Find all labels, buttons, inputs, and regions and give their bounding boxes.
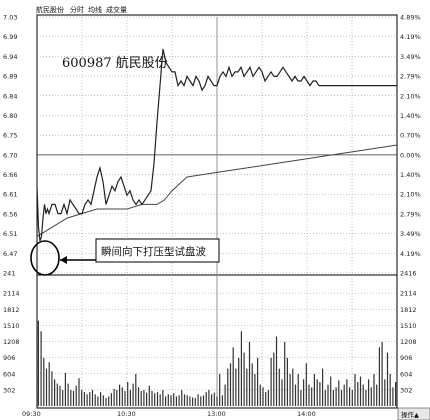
tab-volume[interactable]: 成交量: [106, 5, 127, 14]
y-tick-right: 0.00%: [400, 151, 421, 159]
volume-tick-left: 1812: [3, 306, 20, 314]
y-tick-left: 6.80: [3, 112, 17, 120]
arrow-head-icon: [60, 256, 67, 264]
y-tick-right: 1.40%: [400, 171, 421, 179]
y-tick-left: 6.84: [3, 92, 17, 100]
y-tick-right: 2.10%: [400, 191, 421, 199]
x-tick: 14:00: [297, 410, 316, 418]
y-tick-left: 6.75: [3, 132, 17, 140]
volume-tick-right: 1208: [400, 338, 417, 346]
x-tick-labels: 09:30 10:30 13:00 14:00: [22, 410, 316, 418]
volume-tick-right: 1812: [400, 306, 417, 314]
y-tick-left: 241: [3, 270, 15, 278]
y-tick-left: 6.51: [3, 230, 17, 238]
x-tick: 09:30: [22, 410, 41, 418]
annotation-box: [95, 238, 220, 263]
y-tick-left: 7.03: [3, 14, 17, 22]
tab-average[interactable]: 均线: [88, 5, 102, 14]
annotation-text: 瞬间向下打压型试盘波: [101, 245, 206, 258]
x-tick: 13:00: [207, 410, 226, 418]
y-tick-left: 6.70: [3, 151, 17, 159]
y-tick-right: 4.89%: [400, 14, 421, 22]
y-tick-right: 4.19%: [400, 33, 421, 41]
volume-tick-left: 302: [3, 386, 15, 394]
volume-tick-right: 604: [400, 370, 412, 378]
volume-tick-right: 2114: [400, 290, 417, 298]
y-tick-right: 3.49%: [400, 230, 421, 238]
y-tick-right: 3.49%: [400, 53, 421, 61]
stock-label: 600987 航民股份: [62, 55, 168, 71]
y-tick-left: 6.56: [3, 210, 17, 218]
volume-tick-left: 604: [3, 370, 15, 378]
y-tick-left: 6.94: [3, 53, 17, 61]
tab-timeshare[interactable]: 分时: [70, 5, 84, 14]
y-tick-right: 1.40%: [400, 112, 421, 120]
volume-tick-right: 906: [400, 354, 412, 362]
y-tick-right: 0.70%: [400, 132, 421, 140]
y-tick-left: 6.61: [3, 191, 17, 199]
price-line: [36, 48, 397, 242]
volume-tick-left: 1510: [3, 322, 20, 330]
y-tick-left: 6.99: [3, 33, 17, 41]
y-tick-labels: 7.03 4.89% 6.99 4.19% 6.94 3.49% 6.89 2.79% 6.84…: [3, 14, 421, 395]
y-tick-left: 6.47: [3, 250, 17, 258]
volume-tick-left: 906: [3, 354, 15, 362]
volume-tick-right: 1510: [400, 322, 417, 330]
operate-button[interactable]: [397, 407, 430, 420]
annotation: 瞬间向下打压型试盘波: [30, 238, 220, 276]
x-tick: 10:30: [117, 410, 136, 418]
y-tick-right: 2.79%: [400, 73, 421, 81]
volume-tick-left: 2114: [3, 290, 20, 298]
y-tick-left: 6.66: [3, 171, 17, 179]
y-tick-right: 2416: [400, 270, 417, 278]
volume-bars: [37, 320, 397, 406]
chart-frame: [36, 14, 398, 409]
annotation-circle: [30, 240, 60, 276]
operate-button-label: 操作▲: [401, 410, 419, 419]
y-tick-right: 2.10%: [400, 92, 421, 100]
average-price-line: [36, 144, 398, 237]
y-tick-right: 4.19%: [400, 250, 421, 258]
tab-stock-name[interactable]: 航民股份: [36, 5, 64, 14]
header-tabs: 航民股份 分时 均线 成交量: [36, 5, 127, 14]
y-tick-right: 2.79%: [400, 210, 421, 218]
volume-tick-left: 1208: [3, 338, 20, 346]
volume-tick-right: 302: [400, 386, 412, 394]
y-tick-left: 6.89: [3, 73, 17, 81]
